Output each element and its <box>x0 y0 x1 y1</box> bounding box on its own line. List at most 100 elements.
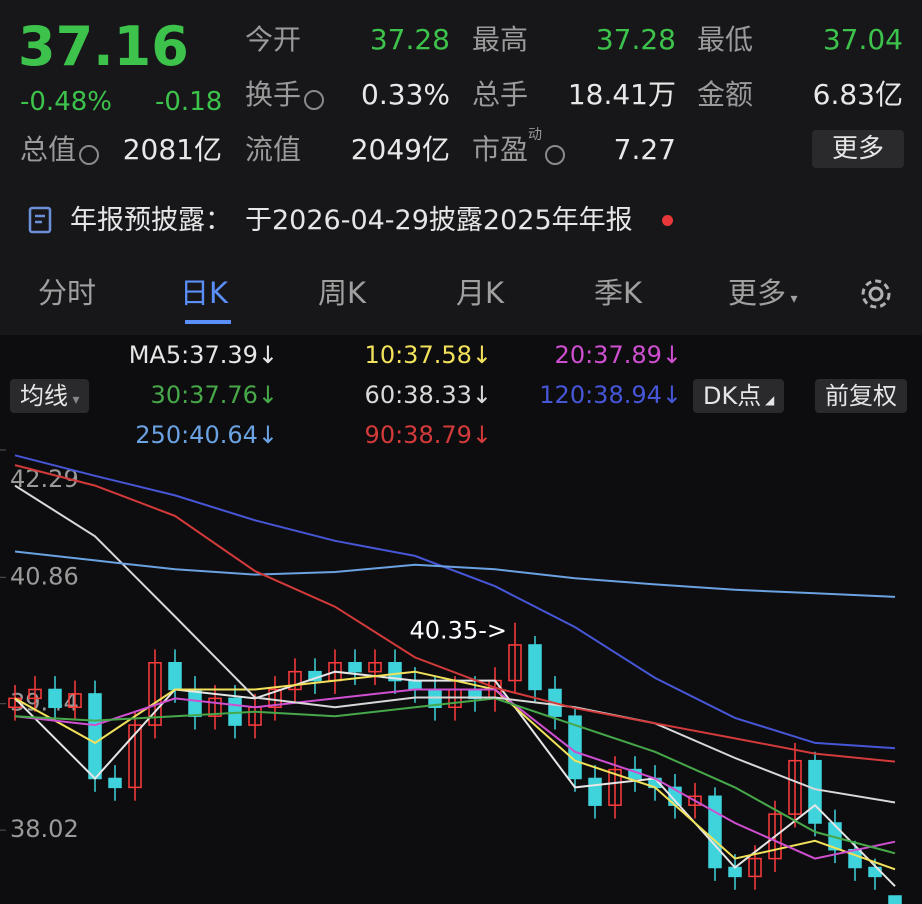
candle-body <box>148 662 162 726</box>
stat-label: 总值 <box>20 133 77 166</box>
tab-label: 日K <box>180 276 229 310</box>
tab[interactable]: 更多 ▾ <box>728 279 798 308</box>
candle-body <box>88 693 102 780</box>
tab-label: 更多 <box>728 276 787 310</box>
stat-label-wrap: 换手 <box>245 78 325 111</box>
tab[interactable]: 分时 <box>38 279 96 308</box>
stat-value: 37.04 <box>822 23 903 56</box>
ma-line <box>14 688 896 860</box>
candle-body <box>108 777 122 789</box>
y-tick-label: 40.86 <box>10 562 79 590</box>
ma-line <box>14 670 896 871</box>
stat-sup: 动 <box>528 127 543 143</box>
candle-body <box>28 688 42 700</box>
legend-entry: 30:37.76↓ <box>151 381 278 409</box>
candle-body <box>128 724 142 789</box>
candle-body <box>788 759 802 815</box>
legend-entry: 60:38.33↓ <box>365 381 492 409</box>
candle-body <box>608 768 622 806</box>
legend-entry: 90:38.79↓ <box>365 421 492 449</box>
candle-body <box>748 857 762 878</box>
caret: ▾ <box>786 291 798 307</box>
stat-label: 流值 <box>245 133 302 166</box>
more-button[interactable]: 更多 <box>812 130 905 168</box>
stat-label: 市盈 <box>472 133 529 166</box>
tab-label: 季K <box>594 276 643 310</box>
candle-body <box>728 866 742 878</box>
candle-body <box>688 795 702 806</box>
stat-label: 最高 <box>472 23 529 56</box>
ma-lines <box>14 454 896 887</box>
candle-body <box>208 697 222 717</box>
notice-text[interactable]: 于2026-04-29披露2025年年报 <box>245 205 633 236</box>
stat-value: 18.41万 <box>567 78 676 111</box>
high-annotation: 40.35-> <box>410 617 507 645</box>
candle-body <box>888 895 902 904</box>
tab[interactable]: 月K <box>456 279 504 308</box>
tab[interactable]: 日K <box>180 279 228 308</box>
dk-button[interactable]: DK点 ◢ <box>693 379 785 413</box>
candles <box>8 622 902 904</box>
ma-line <box>14 697 896 855</box>
tab-label: 分时 <box>38 276 97 310</box>
stat-value: 6.83亿 <box>812 78 903 111</box>
adjust-button[interactable]: 前复权 <box>815 379 907 413</box>
candle-body <box>708 795 722 869</box>
candle-body <box>768 813 782 860</box>
dk-label: DK点 <box>703 382 762 410</box>
candle-body <box>808 759 822 824</box>
notice-title: 年报预披露： <box>70 205 232 236</box>
legend-entry: 10:37.58↓ <box>365 341 492 369</box>
info-icon[interactable] <box>545 144 566 165</box>
candle-body <box>288 670 302 691</box>
stat-value: 0.33% <box>361 78 450 111</box>
ma-line <box>14 484 896 804</box>
candle-body <box>588 777 602 806</box>
candle-body <box>188 688 202 717</box>
candle-body <box>368 662 382 673</box>
red-dot <box>662 215 673 226</box>
tab-label: 周K <box>318 276 367 310</box>
candle-body <box>348 662 362 673</box>
candle-body <box>68 693 82 709</box>
candle-body <box>848 848 862 869</box>
tab-label: 月K <box>456 276 505 310</box>
stat-label-wrap: 总值 <box>20 133 100 166</box>
stat-label: 金额 <box>697 78 754 111</box>
candle-body <box>408 679 422 691</box>
ma-button[interactable]: 均线 ▾ <box>10 379 90 413</box>
stat-label: 今开 <box>245 23 302 56</box>
stat-value: 2081亿 <box>122 133 222 166</box>
change-pct: -0.48% <box>20 87 112 117</box>
change: -0.18 <box>155 87 223 117</box>
stat-label: 最低 <box>697 23 754 56</box>
tab[interactable]: 季K <box>594 279 642 308</box>
stat-value: 37.28 <box>369 23 450 56</box>
candle-body <box>168 662 182 691</box>
info-icon[interactable] <box>304 89 325 110</box>
settings-icon[interactable] <box>856 274 896 314</box>
candle-body <box>48 688 62 709</box>
legend-entry: MA5:37.39↓ <box>129 341 278 369</box>
stat-value: 37.28 <box>595 23 676 56</box>
candle-body <box>528 644 542 691</box>
tab[interactable]: 周K <box>318 279 366 308</box>
header <box>0 0 922 335</box>
tab-underline <box>185 320 231 324</box>
stat-label: 换手 <box>245 78 302 111</box>
ma-line <box>14 550 896 598</box>
candle-body <box>388 662 402 682</box>
stat-label-wrap: 市盈动 <box>472 127 566 165</box>
ma-button-label: 均线 <box>20 382 68 410</box>
legend-entry: 120:38.94↓ <box>539 381 682 409</box>
doc-icon <box>28 206 52 234</box>
stat-label: 总手 <box>472 78 529 111</box>
legend-entry: 250:40.64↓ <box>135 421 278 449</box>
ma-line <box>14 464 896 763</box>
stat-value: 7.27 <box>613 133 676 166</box>
y-tick-label: 38.02 <box>10 815 79 843</box>
stat-value: 2049亿 <box>350 133 450 166</box>
candle-body <box>508 644 522 682</box>
info-icon[interactable] <box>79 144 100 165</box>
